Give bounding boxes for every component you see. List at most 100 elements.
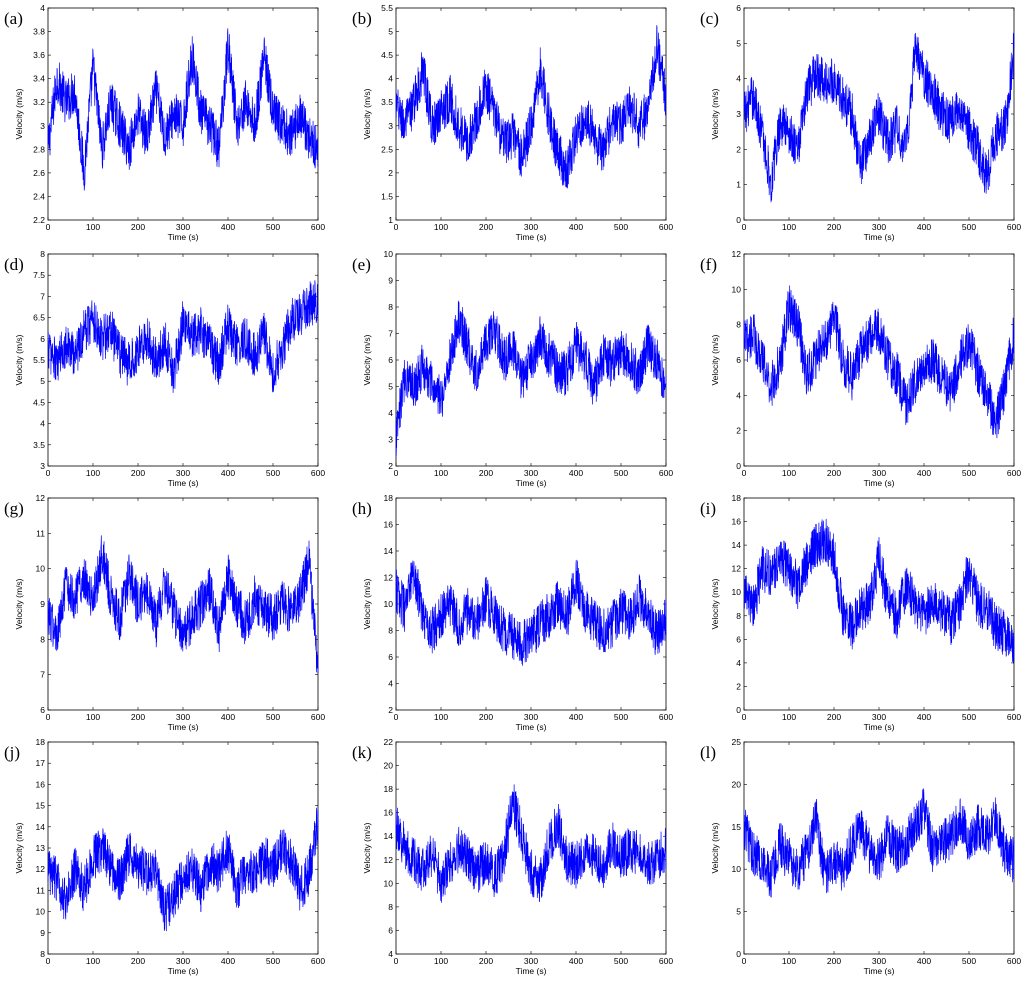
y-tick-label: 1 — [736, 180, 741, 190]
y-tick-label: 12 — [732, 249, 742, 259]
x-tick-label: 0 — [742, 712, 747, 722]
y-tick-label: 2.8 — [33, 144, 45, 154]
y-tick-label: 10 — [732, 864, 742, 874]
x-tick-label: 100 — [434, 222, 448, 232]
x-tick-label: 200 — [131, 712, 145, 722]
x-tick-label: 400 — [221, 222, 235, 232]
panel-letter: (h) — [352, 499, 372, 518]
y-tick-label: 16 — [732, 517, 742, 527]
chart-panel: (g) 0 100 200 300 400 500 600 6 7 8 9 10 11 12 Time (s)… — [4, 493, 325, 732]
x-tick-label: 0 — [742, 956, 747, 966]
x-tick-label: 300 — [176, 712, 190, 722]
panel-letter: (g) — [4, 499, 24, 518]
x-tick-label: 200 — [827, 712, 841, 722]
chart-panel: (l) 0 100 200 300 400 500 600 0 5 10 15 20 25 Time (s)… — [700, 737, 1021, 976]
y-axis-label: Velocity (m/s) — [362, 88, 372, 139]
y-tick-label: 10 — [732, 284, 742, 294]
x-axis-label: Time (s) — [168, 232, 199, 242]
y-tick-label: 6 — [736, 634, 741, 644]
x-tick-label: 300 — [176, 468, 190, 478]
x-axis-label: Time (s) — [864, 966, 895, 976]
velocity-series-line — [47, 28, 319, 191]
y-tick-label: 10 — [384, 599, 394, 609]
y-axis-label: Velocity (m/s) — [14, 822, 24, 873]
x-tick-label: 200 — [131, 468, 145, 478]
x-tick-label: 500 — [266, 222, 280, 232]
y-tick-label: 0 — [736, 215, 741, 225]
y-tick-label: 6 — [388, 925, 393, 935]
chart-panel: (e) 0 100 200 300 400 500 600 2 3 4 5 6 7 8 9 10 Time (s)… — [352, 249, 673, 488]
y-tick-label: 3 — [40, 461, 45, 471]
x-tick-label: 100 — [86, 222, 100, 232]
panel-letter: (j) — [4, 743, 20, 762]
x-tick-label: 0 — [46, 468, 51, 478]
y-tick-label: 7 — [40, 670, 45, 680]
x-tick-label: 0 — [46, 712, 51, 722]
y-tick-label: 25 — [732, 737, 742, 747]
y-tick-label: 2.2 — [33, 215, 45, 225]
y-tick-label: 12 — [36, 864, 46, 874]
x-tick-label: 500 — [962, 956, 976, 966]
velocity-series-line — [743, 285, 1015, 439]
x-tick-label: 500 — [962, 712, 976, 722]
y-tick-label: 6 — [388, 355, 393, 365]
y-tick-label: 2 — [736, 144, 741, 154]
plot-frame — [743, 253, 1015, 467]
y-tick-label: 4 — [40, 419, 45, 429]
x-axis-label: Time (s) — [864, 232, 895, 242]
y-axis-label: Velocity (m/s) — [362, 334, 372, 385]
chart-panel: (i) 0 100 200 300 400 500 600 0 2 4 6 8 10 12 14 16 18 Tim… — [700, 493, 1021, 732]
x-tick-label: 600 — [659, 956, 673, 966]
y-tick-label: 18 — [732, 493, 742, 503]
y-tick-label: 5 — [736, 907, 741, 917]
x-tick-label: 100 — [782, 468, 796, 478]
x-tick-label: 500 — [266, 956, 280, 966]
y-tick-label: 7 — [388, 329, 393, 339]
y-tick-label: 16 — [36, 779, 46, 789]
x-tick-label: 0 — [742, 468, 747, 478]
y-tick-label: 4 — [388, 408, 393, 418]
x-tick-label: 500 — [614, 712, 628, 722]
x-tick-label: 200 — [479, 468, 493, 478]
y-tick-label: 8 — [40, 249, 45, 259]
y-tick-label: 7 — [40, 291, 45, 301]
y-tick-label: 15 — [732, 822, 742, 832]
y-tick-label: 6 — [40, 334, 45, 344]
panel-letter: (f) — [700, 255, 717, 274]
y-tick-label: 16 — [384, 520, 394, 530]
y-tick-label: 5 — [40, 376, 45, 386]
plot-frame — [47, 497, 319, 711]
x-tick-label: 500 — [962, 468, 976, 478]
y-tick-label: 4 — [388, 679, 393, 689]
y-tick-label: 11 — [36, 885, 45, 895]
y-axis-label: Velocity (m/s) — [362, 822, 372, 873]
y-tick-label: 14 — [732, 540, 742, 550]
panel-letter: (l) — [700, 743, 716, 762]
y-tick-label: 4 — [736, 390, 741, 400]
y-tick-label: 18 — [36, 737, 46, 747]
y-tick-label: 4 — [388, 949, 393, 959]
y-tick-label: 2.4 — [33, 191, 45, 201]
x-tick-label: 0 — [394, 712, 399, 722]
x-tick-label: 300 — [176, 956, 190, 966]
y-tick-label: 16 — [384, 808, 394, 818]
y-tick-label: 3 — [40, 121, 45, 131]
x-tick-label: 300 — [524, 468, 538, 478]
velocity-series-line — [743, 32, 1015, 203]
y-tick-label: 4 — [40, 3, 45, 13]
y-tick-label: 5 — [388, 382, 393, 392]
y-tick-label: 5.5 — [381, 3, 393, 13]
chart-panel: (h) 0 100 200 300 400 500 600 2 4 6 8 10 12 14 16 18 Time… — [352, 493, 673, 732]
y-tick-label: 6.5 — [33, 313, 45, 323]
x-tick-label: 200 — [479, 956, 493, 966]
x-axis-label: Time (s) — [864, 478, 895, 488]
panel-letter: (d) — [4, 255, 24, 274]
y-tick-label: 8 — [388, 902, 393, 912]
chart-panel: (d) 0 100 200 300 400 500 600 3 3.5 4 4.5 5 5.5 6 6.5 7 7… — [4, 249, 325, 488]
y-tick-label: 6 — [736, 355, 741, 365]
y-tick-label: 3.4 — [33, 74, 45, 84]
x-tick-label: 100 — [86, 956, 100, 966]
x-tick-label: 600 — [311, 468, 325, 478]
x-tick-label: 600 — [1007, 468, 1021, 478]
x-tick-label: 100 — [782, 712, 796, 722]
